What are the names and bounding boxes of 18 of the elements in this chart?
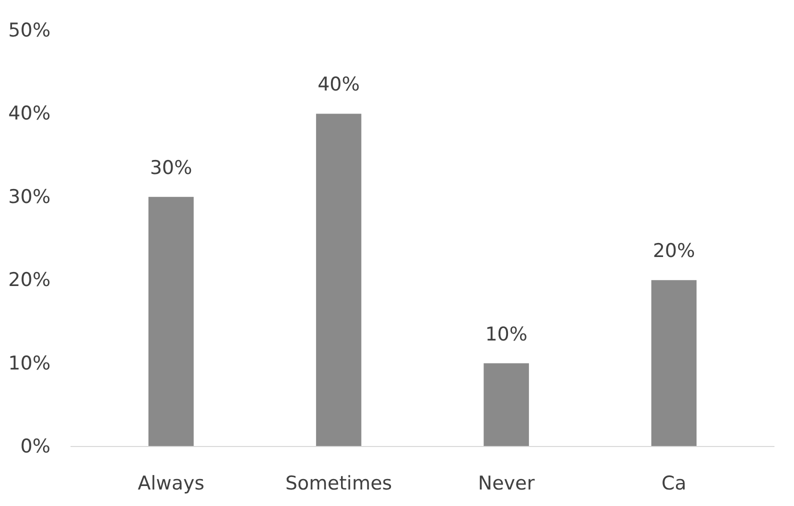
x-tick-label: Always	[138, 472, 204, 494]
y-tick-label: 30%	[8, 186, 51, 208]
y-tick-label: 0%	[20, 436, 51, 458]
y-tick-label: 50%	[8, 20, 51, 42]
y-tick-label: 20%	[8, 269, 51, 292]
data-label: 20%	[652, 240, 696, 262]
y-tick-label: 40%	[8, 102, 51, 125]
y-tick-label: 10%	[8, 352, 51, 374]
data-label: 40%	[318, 74, 360, 96]
bar	[484, 363, 529, 446]
data-label: 30%	[150, 156, 192, 179]
x-tick-label: Never	[478, 472, 535, 494]
x-tick-label: Ca	[661, 472, 686, 494]
bar	[651, 280, 697, 446]
bar	[316, 114, 362, 446]
x-tick-label: Sometimes	[285, 472, 392, 494]
bar	[148, 196, 194, 446]
data-label: 10%	[485, 323, 528, 346]
